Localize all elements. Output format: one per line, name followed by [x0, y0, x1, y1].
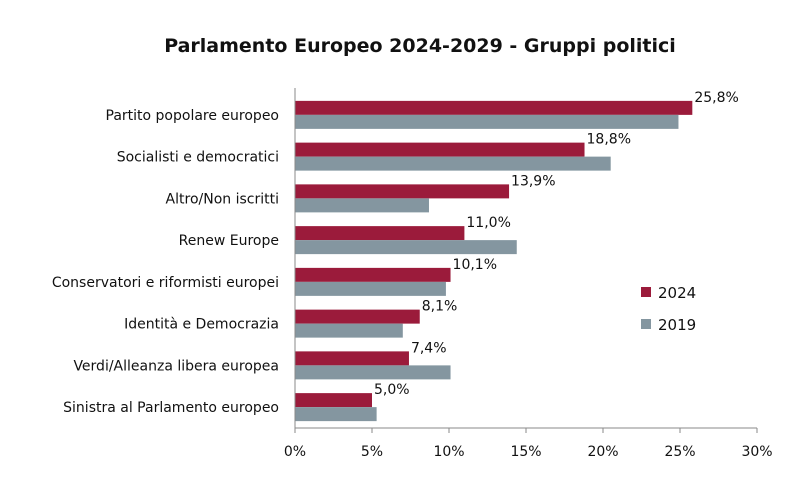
bar-2019-5: [295, 281, 446, 296]
x-tick-label-7: 30%: [741, 444, 772, 460]
bar-2019-4: [295, 240, 517, 255]
bar-2024-8: [295, 393, 372, 408]
bar-2019-3: [295, 198, 429, 213]
bar-2024-7: [295, 351, 409, 366]
data-label-2024-8: 5,0%: [374, 382, 410, 398]
data-label-2024-2: 18,8%: [587, 132, 631, 148]
bar-2024-4: [295, 226, 465, 241]
data-label-2024-1: 25,8%: [694, 90, 738, 106]
bar-2019-7: [295, 365, 451, 380]
legend-swatch-2019: [641, 319, 651, 329]
bar-2019-8: [295, 407, 377, 422]
x-tick-label-3: 10%: [433, 444, 464, 460]
category-label-6: Identità e Democrazia: [124, 317, 279, 333]
plot-area: 25,8% Partito popolare europeo 18,8% Social…: [52, 88, 773, 460]
legend-label-2019: 2019: [658, 316, 696, 334]
bar-2019-1: [295, 114, 679, 129]
chart-title: Parlamento Europeo 2024-2029 - Gruppi po…: [164, 35, 676, 57]
category-label-4: Renew Europe: [179, 233, 279, 249]
bar-2019-2: [295, 156, 611, 171]
data-label-2024-4: 11,0%: [466, 215, 510, 231]
data-label-2024-6: 8,1%: [422, 299, 458, 315]
data-label-2024-5: 10,1%: [453, 257, 497, 273]
legend-swatch-2024: [641, 287, 651, 297]
x-tick-label-6: 25%: [664, 444, 695, 460]
x-tick-label-4: 15%: [510, 444, 541, 460]
bar-2024-1: [295, 100, 693, 115]
x-tick-label-2: 5%: [361, 444, 383, 460]
bar-2024-2: [295, 142, 585, 157]
data-label-2024-7: 7,4%: [411, 340, 447, 356]
bar-2024-5: [295, 267, 451, 282]
bar-2024-3: [295, 184, 510, 199]
bar-2019-6: [295, 323, 403, 338]
data-label-2024-3: 13,9%: [511, 173, 555, 189]
x-tick-label-5: 20%: [587, 444, 618, 460]
category-label-2: Socialisti e democratici: [117, 150, 279, 166]
category-label-7: Verdi/Alleanza libera europea: [73, 358, 279, 374]
legend-label-2024: 2024: [658, 284, 696, 302]
legend: 2024 2019: [641, 284, 696, 334]
bar-2024-6: [295, 309, 420, 324]
category-label-3: Altro/Non iscritti: [166, 191, 279, 207]
category-label-5: Conservatori e riformisti europei: [52, 275, 279, 291]
x-tick-label-1: 0%: [284, 444, 306, 460]
category-label-1: Partito popolare europeo: [106, 108, 279, 124]
category-label-8: Sinistra al Parlamento europeo: [63, 400, 279, 416]
